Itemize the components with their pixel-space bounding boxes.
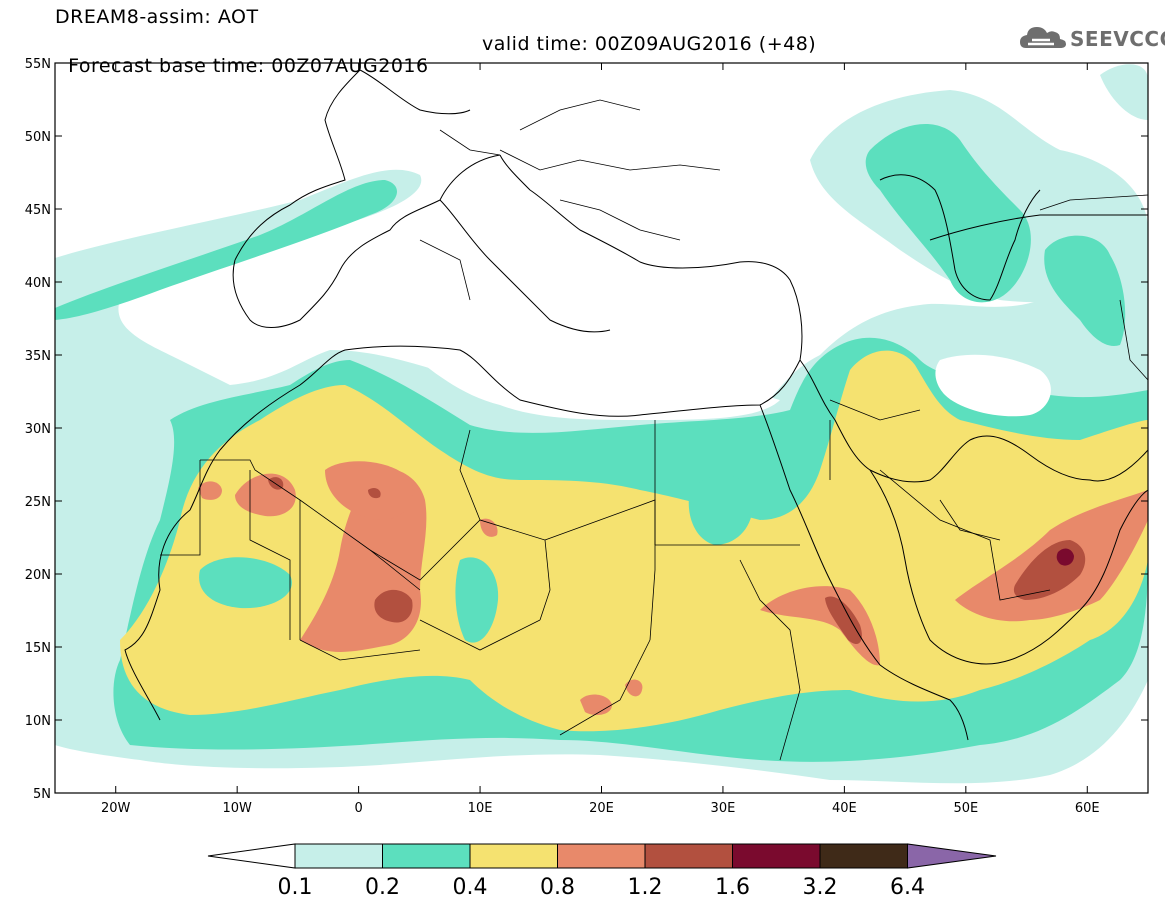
lat-tick-label: 35N — [25, 349, 51, 364]
aot-field-0.1-nw2 — [1100, 64, 1148, 120]
latitude-axis: 5N 10N 15N 20N 25N 30N 35N 40N 45N 50N 55N — [25, 57, 1148, 802]
colorbar-label: 0.4 — [453, 875, 488, 900]
colorbar-under-arrow — [207, 843, 296, 869]
lon-tick-label: 60E — [1075, 801, 1100, 816]
aot-contours — [55, 64, 1148, 784]
lat-tick-label: 25N — [25, 495, 51, 510]
aot-field-0.4-hole-west — [199, 557, 292, 609]
aot-field-clear-iraq — [935, 354, 1051, 417]
coastlines — [124, 69, 1148, 741]
aot-field-0.8-redsea — [760, 586, 880, 666]
aot-field-1.2-c — [368, 487, 381, 499]
colorbar-bin — [819, 843, 908, 869]
chart-title: DREAM8-assim: AOT — [55, 6, 259, 28]
forecast-time-line: Forecast base time: 00Z07AUG2016 valid t… — [55, 33, 816, 99]
seevccc-logo: SEEVCCC — [1018, 22, 1165, 56]
aot-field-0.2-caspian — [865, 123, 1031, 303]
lon-tick-label: 10E — [468, 801, 493, 816]
colorbar-label: 0.1 — [278, 875, 313, 900]
lat-tick-label: 50N — [25, 130, 51, 145]
colorbar-label: 3.2 — [803, 875, 838, 900]
lat-tick-label: 55N — [25, 57, 51, 72]
lat-tick-label: 15N — [25, 641, 51, 656]
colorbar-label: 0.2 — [365, 875, 400, 900]
lon-tick-label: 0 — [354, 801, 362, 816]
lon-tick-label: 50E — [953, 801, 978, 816]
aot-field-clear-med — [400, 328, 780, 420]
aot-field-0.2-iran — [1044, 235, 1126, 346]
aot-field-1.2-sahel — [374, 589, 413, 623]
aot-field-0.4-nile — [688, 475, 753, 545]
lat-tick-label: 40N — [25, 276, 51, 291]
aot-field-0.2-west-plume — [55, 180, 397, 320]
colorbar: 0.1 0.2 0.4 0.8 1.2 1.6 3.2 6.4 — [207, 843, 997, 900]
aot-field-0.8-chad — [580, 694, 612, 716]
lat-tick-label: 45N — [25, 203, 51, 218]
colorbar-label: 0.8 — [540, 875, 575, 900]
lat-tick-label: 10N — [25, 714, 51, 729]
base-time: Forecast base time: 00Z07AUG2016 — [68, 55, 429, 77]
aot-field-0.8-w2 — [198, 481, 222, 500]
lat-tick-label: 5N — [33, 787, 51, 802]
longitude-axis: 20W 10W 0 10E 20E 30E 40E 50E 60E — [101, 63, 1100, 816]
lon-tick-label: 10W — [222, 801, 252, 816]
lat-tick-label: 20N — [25, 568, 51, 583]
aot-field-0.4-hole-center — [455, 557, 499, 643]
colorbar-label: 1.6 — [715, 875, 750, 900]
lat-tick-label: 30N — [25, 422, 51, 437]
aot-field-1.2-redsea — [825, 596, 862, 645]
aot-field-0.8-sudan — [625, 679, 643, 697]
colorbar-over-arrow — [907, 843, 997, 869]
colorbar-label: 6.4 — [890, 875, 925, 900]
cloud-icon — [1020, 27, 1066, 48]
lon-tick-label: 20W — [101, 801, 131, 816]
colorbar-label: 1.2 — [628, 875, 663, 900]
colorbar-bin — [557, 843, 646, 869]
colorbar-bin — [644, 843, 733, 869]
colorbar-bin — [382, 843, 471, 869]
logo-text: SEEVCCC — [1070, 27, 1165, 51]
aot-field-1.6-oman — [1056, 548, 1074, 566]
lon-tick-label: 30E — [711, 801, 736, 816]
aot-field-0.8-niger — [480, 518, 498, 537]
colorbar-bin — [469, 843, 558, 869]
country-borders — [160, 99, 1148, 761]
lon-tick-label: 20E — [589, 801, 614, 816]
colorbar-bin — [294, 843, 383, 869]
valid-time: valid time: 00Z09AUG2016 (+48) — [482, 33, 817, 55]
colorbar-bin — [732, 843, 821, 869]
lon-tick-label: 40E — [832, 801, 857, 816]
